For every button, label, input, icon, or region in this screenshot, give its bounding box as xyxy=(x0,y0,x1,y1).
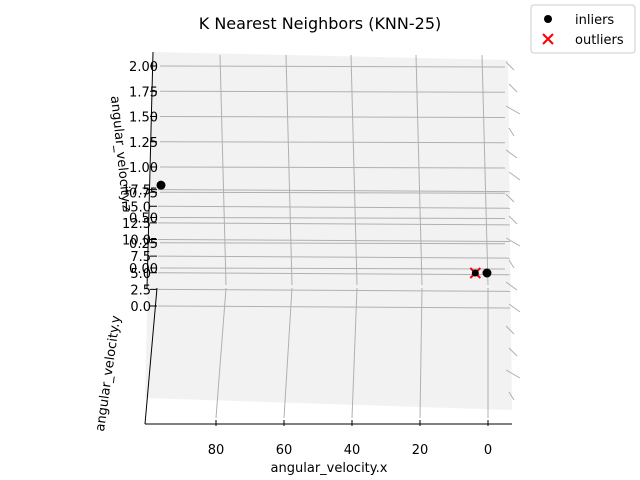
grid-lines xyxy=(157,54,521,419)
y-tick-label: 17.5 xyxy=(122,184,151,199)
grid-line-x-floor xyxy=(351,287,358,419)
x-tick-label: 20 xyxy=(412,443,429,458)
grid-line-side xyxy=(508,303,521,313)
grid-line-side xyxy=(508,127,515,137)
grid-line-y xyxy=(157,255,511,259)
legend-marker-inliers xyxy=(544,15,552,23)
grid-line-side xyxy=(505,105,521,115)
z-ticks: 0.00 0.25 0.50 0.75 1.00 1.25 1.50 1.75 2.00 xyxy=(129,60,158,277)
grid-line-y xyxy=(157,272,511,276)
x-tick-label: 40 xyxy=(344,443,361,458)
legend: inliers outliers xyxy=(530,4,636,54)
legend-marker-outliers xyxy=(542,33,554,45)
y-tick-label: 0.0 xyxy=(130,300,151,315)
data-points xyxy=(156,180,492,279)
grid-line-x-floor xyxy=(215,287,227,419)
x-tick-label: 0 xyxy=(484,443,492,458)
grid-line-z xyxy=(159,191,506,194)
point-inlier-overlap xyxy=(471,269,479,277)
grid-line-x xyxy=(481,54,489,286)
grid-line-z xyxy=(159,141,506,144)
y-axis-line xyxy=(144,287,158,425)
grid-line-y xyxy=(157,205,511,209)
chart-title: K Nearest Neighbors (KNN-25) xyxy=(199,14,442,33)
grid-line-side xyxy=(505,325,515,335)
z-tick-label: 0.25 xyxy=(129,237,158,252)
grid-line-side xyxy=(508,259,515,269)
x-ticks: 80 60 40 20 0 xyxy=(208,420,492,458)
z-tick-label: 1.75 xyxy=(129,85,158,100)
y-tick-label: 5.0 xyxy=(130,267,151,282)
x-axis-label: angular_velocity.x xyxy=(271,461,388,476)
grid-line-side xyxy=(505,369,521,379)
z-tick-label: 1.50 xyxy=(129,111,158,126)
x-tick-label: 80 xyxy=(208,443,225,458)
grid-line-side xyxy=(508,83,518,93)
grid-line-z xyxy=(159,267,506,270)
grid-line-side xyxy=(508,171,521,181)
point-inlier xyxy=(482,268,492,278)
z-tick-label: 1.25 xyxy=(129,136,158,151)
legend-box xyxy=(530,4,636,54)
grid-line-side xyxy=(508,215,518,225)
grid-line-x xyxy=(285,54,293,286)
z-tick-label: 1.00 xyxy=(129,161,158,176)
z-tick-label: 2.00 xyxy=(129,60,158,75)
grid-line-x xyxy=(350,54,358,286)
grid-line-z xyxy=(159,65,506,68)
grid-line-side xyxy=(505,237,521,247)
grid-line-side xyxy=(505,193,515,203)
z-tick-label: 0.50 xyxy=(129,212,158,227)
grid-line-y xyxy=(157,288,511,292)
legend-label-outliers: outliers xyxy=(575,33,624,48)
grid-line-z xyxy=(159,166,506,169)
grid-line-z xyxy=(159,217,506,219)
grid-line-z xyxy=(159,242,506,245)
y-ticks: 0.0 2.55.0 7.510.0 12.5 15.017.5 xyxy=(122,184,157,315)
axes-pane xyxy=(145,52,512,410)
grid-line-side xyxy=(505,149,518,159)
y-tick-label: 12.5 xyxy=(122,217,151,232)
z-tick-label: 0.75 xyxy=(129,186,158,201)
grid-line-x xyxy=(415,54,423,286)
z-tick-label: 0.00 xyxy=(129,262,158,277)
grid-line-y xyxy=(157,189,511,193)
grid-line-x-floor xyxy=(283,287,293,419)
grid-line-x-floor xyxy=(419,287,423,419)
y-tick-label: 15.0 xyxy=(122,200,151,215)
grid-line-side xyxy=(508,391,515,401)
grid-line-z xyxy=(159,90,506,93)
grid-line-x xyxy=(219,54,227,286)
y-tick-label: 7.5 xyxy=(130,250,151,265)
grid-line-side xyxy=(505,61,515,71)
x-tick-label: 60 xyxy=(276,443,293,458)
point-inlier xyxy=(156,180,166,190)
grid-line-side xyxy=(508,347,518,357)
grid-line-y xyxy=(157,222,511,226)
grid-line-z xyxy=(159,116,506,118)
grid-line-y xyxy=(157,239,511,242)
grid-line-y xyxy=(157,305,511,309)
legend-label-inliers: inliers xyxy=(575,13,614,28)
y-axis-label: angular_velocity.y xyxy=(93,314,124,432)
y-tick-label: 2.5 xyxy=(130,283,151,298)
grid-line-side xyxy=(505,281,518,291)
y-tick-label: 10.0 xyxy=(122,234,151,249)
